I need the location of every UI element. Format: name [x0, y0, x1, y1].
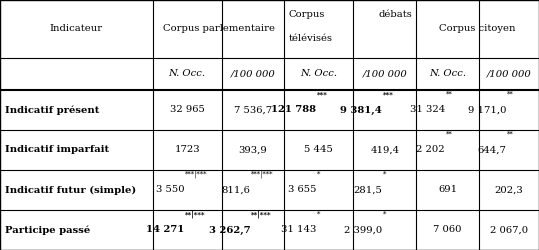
- Text: 3 550: 3 550: [156, 186, 184, 194]
- Text: 2 399,0: 2 399,0: [344, 226, 382, 234]
- Text: **: **: [507, 131, 514, 139]
- Text: 7 060: 7 060: [433, 226, 462, 234]
- Text: 2 067,0: 2 067,0: [490, 226, 528, 234]
- Text: Corpus parlementaire: Corpus parlementaire: [163, 24, 274, 33]
- Text: **: **: [507, 91, 514, 99]
- Text: 2 202: 2 202: [416, 146, 445, 154]
- Text: 14 271: 14 271: [146, 226, 184, 234]
- Text: *: *: [383, 211, 386, 219]
- Text: 202,3: 202,3: [495, 186, 523, 194]
- Text: N. Occ.: N. Occ.: [429, 69, 466, 78]
- Text: télévisés: télévisés: [289, 34, 333, 43]
- Text: Participe passé: Participe passé: [5, 225, 91, 235]
- Text: 9 381,4: 9 381,4: [340, 106, 382, 114]
- Text: 3 655: 3 655: [288, 186, 316, 194]
- Text: N. Occ.: N. Occ.: [169, 69, 206, 78]
- Text: Corpus: Corpus: [289, 10, 325, 20]
- Text: Corpus citoyen: Corpus citoyen: [439, 24, 516, 33]
- Text: ***: ***: [317, 91, 328, 99]
- Text: **: **: [446, 91, 452, 99]
- Text: 393,9: 393,9: [239, 146, 267, 154]
- Text: 1723: 1723: [174, 146, 200, 154]
- Text: Indicatif imparfait: Indicatif imparfait: [5, 146, 109, 154]
- Text: /100 000: /100 000: [362, 69, 407, 78]
- Text: 3 262,7: 3 262,7: [209, 226, 250, 234]
- Text: Indicatif présent: Indicatif présent: [5, 105, 100, 115]
- Text: 7 536,7: 7 536,7: [234, 106, 272, 114]
- Text: *: *: [383, 171, 386, 179]
- Text: **: **: [446, 131, 452, 139]
- Text: 9 171,0: 9 171,0: [468, 106, 506, 114]
- Text: 31 143: 31 143: [281, 226, 316, 234]
- Text: Indicateur: Indicateur: [50, 24, 103, 33]
- Text: 121 788: 121 788: [271, 106, 316, 114]
- Text: **|***: **|***: [185, 211, 205, 219]
- Text: 644,7: 644,7: [478, 146, 506, 154]
- Text: N. Occ.: N. Occ.: [300, 69, 337, 78]
- Text: /100 000: /100 000: [231, 69, 275, 78]
- Text: ***|***: ***|***: [185, 171, 208, 179]
- Text: 32 965: 32 965: [170, 106, 205, 114]
- Text: 419,4: 419,4: [370, 146, 399, 154]
- Text: débats: débats: [378, 10, 412, 20]
- Text: *: *: [317, 211, 320, 219]
- Text: *: *: [317, 171, 320, 179]
- Text: 5 445: 5 445: [305, 146, 333, 154]
- Text: 811,6: 811,6: [222, 186, 250, 194]
- Text: 691: 691: [438, 186, 457, 194]
- Text: /100 000: /100 000: [487, 69, 531, 78]
- Text: ***: ***: [383, 91, 393, 99]
- Text: 31 324: 31 324: [410, 106, 445, 114]
- Text: **|***: **|***: [251, 211, 272, 219]
- Text: Indicatif futur (simple): Indicatif futur (simple): [5, 186, 137, 194]
- Text: ***|***: ***|***: [251, 171, 273, 179]
- Text: 281,5: 281,5: [353, 186, 382, 194]
